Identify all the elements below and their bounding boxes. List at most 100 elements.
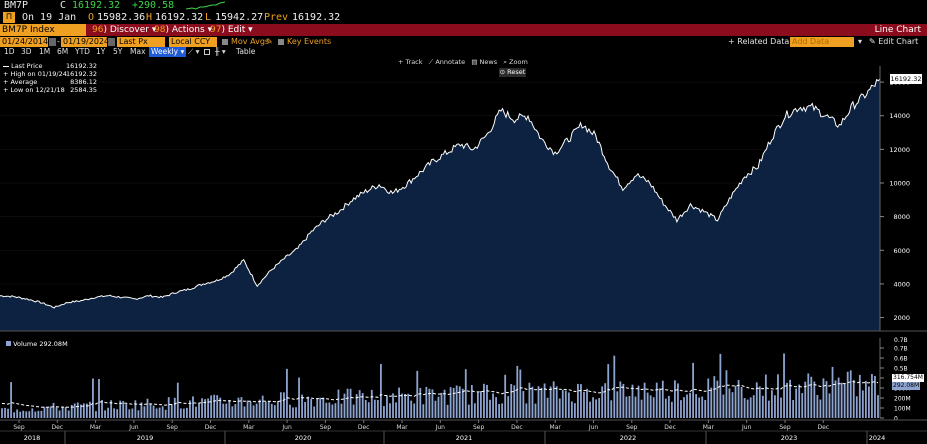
volume-bar [201, 398, 203, 418]
volume-bar [343, 393, 346, 418]
period-1y[interactable]: 1Y [96, 47, 106, 56]
volume-bar [610, 400, 613, 418]
volume-bar [104, 410, 106, 418]
volume-bar [792, 399, 795, 418]
terminal-menu-icon[interactable]: ⊓ [3, 12, 15, 23]
index-name-field[interactable]: BM7P Index [0, 24, 86, 36]
volume-bar [583, 392, 585, 418]
checkbox-icon[interactable] [222, 39, 228, 45]
annotate-tool[interactable]: ⟋ Annotate [428, 58, 466, 66]
volume-bar [13, 412, 16, 418]
volume-bar [67, 410, 70, 418]
volume-bar [786, 382, 788, 418]
volume-bar [328, 402, 331, 418]
reset-button[interactable]: ⊙ Reset [499, 68, 526, 77]
volume-bar [725, 370, 728, 418]
volume-bar [483, 383, 485, 418]
zoom-tool[interactable]: ⌕ Zoom [503, 58, 528, 66]
volume-last-axis-label: 292.08M [892, 382, 921, 390]
volume-bar [204, 399, 206, 418]
volume-bar [249, 401, 252, 418]
volume-bar [376, 400, 379, 418]
x-month-label: Dec [664, 424, 676, 431]
price-volume-chart[interactable]: 200040006000800010000120001400016000 010… [0, 57, 927, 444]
volume-bar [446, 404, 449, 418]
discover-menu[interactable]: 96) Discover ▾ [92, 25, 157, 35]
calendar-icon[interactable] [108, 38, 115, 46]
volume-avg-axis-label: 316.754M [892, 374, 924, 382]
candle-icon[interactable]: ╫ ▾ [215, 47, 226, 56]
volume-bar [743, 398, 746, 418]
track-tool[interactable]: + Track [398, 58, 423, 66]
volume-bar [325, 402, 328, 418]
volume-bar [874, 375, 876, 418]
high-value: 16192.32 [155, 12, 204, 23]
pencil-icon[interactable]: ✎ [266, 37, 273, 46]
volume-bar [43, 406, 46, 418]
start-date-field[interactable]: 01/24/2014 [0, 37, 49, 47]
volume-bar [804, 381, 807, 418]
volume-bar [828, 393, 831, 418]
legend-low-label: Low on 12/21/18 [10, 86, 65, 94]
period-3d[interactable]: 3D [21, 47, 32, 56]
volume-tick-label: 0.6B [894, 356, 908, 363]
discover-number: 96 [92, 25, 104, 35]
price-tick-label: 12000 [889, 146, 910, 154]
period-1d[interactable]: 1D [4, 47, 15, 56]
volume-bar [740, 386, 743, 418]
period-5y[interactable]: 5Y [113, 47, 123, 56]
key-events-toggle[interactable]: Key Events [287, 37, 332, 46]
currency-select[interactable]: Local CCY [169, 37, 217, 47]
mov-avgs-toggle[interactable]: Mov Avgs [231, 37, 270, 46]
volume-bar [143, 406, 146, 418]
volume-bar [868, 386, 870, 418]
edit-menu[interactable]: 97) Edit ▾ [210, 25, 253, 35]
period-max[interactable]: Max [130, 47, 146, 56]
period-6m[interactable]: 6M [57, 47, 69, 56]
checkbox-icon[interactable] [278, 39, 284, 45]
volume-bar [383, 406, 385, 418]
time-x-axis: Sep Dec Mar Jun Sep Dec Mar Jun Sep Dec Mar Jun Sep D… [0, 419, 927, 444]
ohlc-row: ⊓ On 19 Jan O 15982.36 H 16192.32 L 1594… [0, 12, 927, 23]
table-button[interactable]: Table [236, 47, 256, 56]
volume-bar [82, 403, 85, 418]
volume-bar [667, 395, 670, 418]
period-ytd[interactable]: YTD [75, 47, 90, 56]
volume-bar [340, 403, 343, 418]
volume-bar [486, 384, 488, 418]
related-data-button[interactable]: + Related Data ▾ [728, 37, 796, 46]
volume-bar [25, 411, 28, 418]
volume-bar [858, 374, 861, 418]
dropdown-icon[interactable]: ▾ [858, 37, 863, 46]
line-type-icon[interactable]: ⟋ ▾ [188, 47, 200, 56]
volume-bar [316, 398, 319, 418]
price-field-select[interactable]: Last Px [117, 37, 165, 47]
volume-bar [843, 383, 846, 418]
calendar-icon[interactable] [49, 38, 56, 46]
volume-bar [558, 398, 561, 418]
volume-bar [358, 390, 361, 418]
volume-bar [677, 383, 679, 418]
volume-bar [674, 380, 676, 418]
x-month-label: Mar [703, 424, 715, 431]
volume-tick-label: 100M [894, 406, 911, 413]
grid-icon[interactable] [204, 49, 210, 55]
zoom-label: Zoom [509, 58, 528, 66]
period-1m[interactable]: 1M [39, 47, 51, 56]
add-data-input[interactable]: Add Data [790, 37, 854, 47]
volume-bar [849, 370, 852, 418]
end-date-field[interactable]: 01/19/2024 [61, 37, 110, 47]
volume-bar [161, 406, 164, 418]
edit-chart-button[interactable]: ✎ Edit Chart [869, 37, 919, 46]
open-label: O [88, 12, 95, 23]
legend-last-price: Last Price 16192.32 [3, 62, 99, 71]
volume-bar [810, 376, 813, 418]
news-tool[interactable]: ▤ News [471, 58, 498, 66]
volume-bar [795, 388, 798, 418]
actions-menu[interactable]: 98) Actions ▾ [154, 25, 213, 35]
frequency-select[interactable]: Weekly ▾ [149, 47, 187, 57]
volume-bar [825, 381, 828, 418]
x-month-label: Mar [550, 424, 562, 431]
date-separator: - [57, 37, 60, 46]
volume-bar [549, 386, 552, 418]
